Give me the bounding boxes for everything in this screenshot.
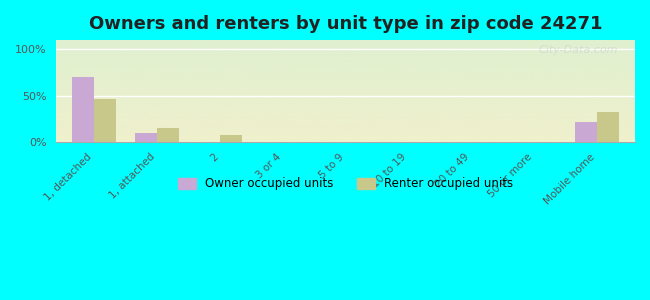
Bar (597, 112, 619, 142)
Text: City-Data.com: City-Data.com (538, 45, 617, 55)
Bar (135, 133, 157, 142)
Bar (220, 134, 242, 142)
Bar (72, 77, 94, 142)
Bar (94, 99, 116, 142)
Bar (575, 122, 597, 142)
Bar (597, 112, 619, 142)
Bar (220, 134, 242, 142)
Bar (157, 128, 179, 142)
Bar (72, 77, 94, 142)
Bar (135, 133, 157, 142)
Bar (94, 99, 116, 142)
Bar (575, 122, 597, 142)
Legend: Owner occupied units, Renter occupied units: Owner occupied units, Renter occupied un… (174, 172, 518, 195)
Title: Owners and renters by unit type in zip code 24271: Owners and renters by unit type in zip c… (89, 15, 603, 33)
Bar (157, 128, 179, 142)
